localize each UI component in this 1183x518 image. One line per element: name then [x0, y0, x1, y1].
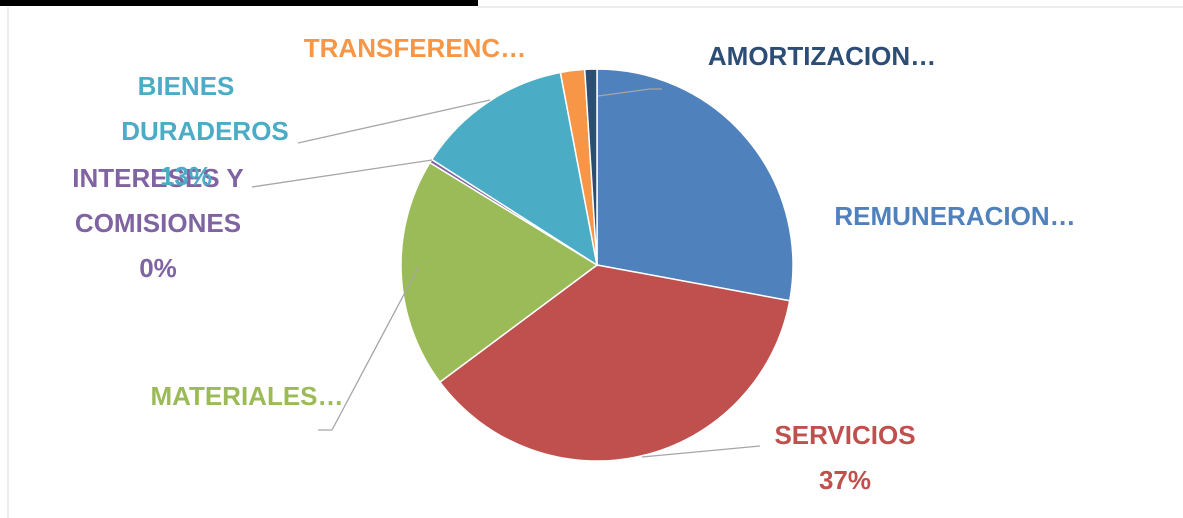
slice-label: INTERESES Y COMISIONES — [72, 163, 243, 238]
leader-line — [297, 99, 491, 144]
leader-line — [318, 267, 419, 431]
slice-label: MATERIALES… — [150, 381, 343, 411]
pie-slice — [596, 68, 794, 302]
pie-slice — [438, 264, 791, 462]
slice-label: TRANSFERENC… — [304, 33, 526, 63]
pie-slice — [430, 71, 599, 267]
slice-label: SERVICIOS — [774, 420, 915, 450]
leader-line — [251, 159, 433, 188]
slice-label: REMUNERACION… — [834, 201, 1075, 231]
pie-slice — [400, 161, 599, 384]
value-label: 37% — [819, 465, 871, 495]
leader-line — [597, 88, 662, 97]
slice-label: BIENES DURADEROS — [121, 71, 289, 146]
top-bar — [0, 0, 478, 6]
value-label: 0% — [139, 253, 177, 283]
leader-line — [641, 445, 761, 458]
pie-slice — [583, 68, 598, 266]
value-label: 13% — [160, 161, 212, 191]
slice-label: AMORTIZACION… — [708, 41, 936, 71]
